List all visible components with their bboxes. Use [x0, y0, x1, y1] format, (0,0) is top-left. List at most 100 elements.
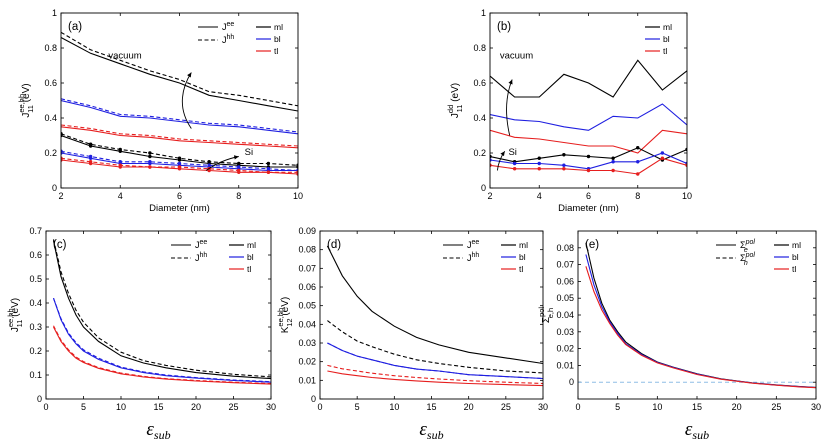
legend-label-tl: tl — [247, 264, 251, 274]
legend-label-bl: bl — [247, 252, 254, 262]
x-tick-label: 20 — [732, 402, 742, 412]
y-tick-label: 0.01 — [298, 375, 316, 385]
data-point — [660, 151, 665, 155]
data-point — [237, 161, 241, 166]
series-group — [326, 245, 543, 387]
series-line-tl — [327, 364, 543, 385]
legend-label-bl: bl — [663, 34, 670, 44]
data-point — [562, 163, 566, 167]
panel-label: (e) — [585, 239, 599, 251]
panel-label: (a) — [68, 21, 82, 33]
annotation-label: Si — [508, 147, 516, 158]
legend-label-tl: tl — [792, 264, 796, 274]
y-tick-label: 0.08 — [298, 245, 316, 255]
x-tick-label: 5 — [355, 402, 360, 412]
series-line-bl — [61, 99, 298, 135]
data-point — [207, 160, 211, 164]
data-point — [586, 154, 591, 159]
y-tick-label: 0.6 — [29, 250, 42, 260]
data-point — [148, 154, 152, 159]
y-tick-label: 0.06 — [298, 282, 316, 292]
y-tick-label: 0.02 — [556, 344, 574, 354]
series-line-bl — [327, 342, 543, 380]
series-line-ml — [61, 31, 298, 107]
y-tick-label: 0.6 — [44, 78, 57, 88]
legend-style-label: Jee — [222, 21, 234, 32]
y-axis-label: Jee,hh11 (eV) — [6, 298, 24, 332]
series-group — [490, 59, 687, 176]
series-line-bl — [52, 298, 271, 383]
series-line-bl — [327, 342, 543, 380]
data-point — [88, 160, 93, 164]
y-tick-label: 0.08 — [556, 243, 574, 253]
legend: ml bl tl Jee Jhh — [198, 21, 283, 56]
data-point — [237, 165, 241, 169]
x-tick-label: 30 — [811, 402, 821, 412]
series-line-tl — [585, 266, 816, 389]
x-tick-label: 0 — [575, 402, 580, 412]
y-tick-label: 0.2 — [473, 148, 486, 158]
y-tick-label: 1 — [52, 8, 57, 18]
x-tick-label: 6 — [586, 191, 591, 201]
y-tick-label: 0.04 — [298, 319, 316, 329]
y-tick-label: 0.02 — [298, 357, 316, 367]
legend-style-label: Σpol e — [740, 239, 755, 254]
plot-frame — [489, 12, 688, 189]
data-point — [118, 163, 122, 167]
y-tick-label: 0.05 — [298, 301, 316, 311]
legend-label-ml: ml — [792, 240, 801, 250]
series-line-tl — [53, 325, 271, 385]
x-tick-label: 10 — [682, 191, 692, 201]
data-point — [118, 147, 122, 152]
plot-frame — [319, 230, 544, 400]
series-line-ml — [52, 239, 271, 378]
legend-label-ml: ml — [274, 22, 283, 32]
y-tick-label: 0.4 — [29, 298, 42, 308]
legend-label-bl: bl — [519, 252, 526, 262]
legend: ml bl tl — [645, 22, 672, 56]
y-tick-label: 0.04 — [556, 310, 574, 320]
data-point — [562, 153, 566, 157]
series-line-tl — [327, 370, 543, 387]
y-tick-label: 0.06 — [556, 276, 574, 286]
y-tick-label: 0.03 — [298, 338, 316, 348]
x-tick-label: 10 — [116, 402, 126, 412]
plot-frame — [45, 230, 272, 400]
y-tick-label: 0 — [481, 183, 486, 193]
annotation-arrow — [181, 72, 192, 129]
y-tick-label: 0.2 — [29, 346, 42, 356]
legend-label-ml: ml — [663, 22, 672, 32]
series-line-bl — [490, 103, 687, 131]
data-point — [207, 163, 211, 167]
x-tick-label: 30 — [266, 402, 276, 412]
series-line-ml — [52, 240, 271, 380]
x-tick-label: 4 — [537, 191, 542, 201]
annotation-arrow — [506, 79, 513, 136]
data-point — [660, 156, 665, 160]
x-tick-label: 20 — [464, 402, 474, 412]
y-tick-label: 0.09 — [298, 226, 316, 236]
legend-label-ml: ml — [247, 240, 256, 250]
y-tick-label: 0.8 — [473, 43, 486, 53]
data-point — [266, 167, 271, 171]
data-point — [537, 167, 541, 171]
series-line-bl — [585, 254, 816, 389]
y-tick-label: 0 — [37, 394, 42, 404]
y-tick-label: 0.03 — [556, 327, 574, 337]
y-axis-label: Jee,hh11 (eV) — [17, 83, 35, 117]
annotation-label: Si — [245, 147, 253, 158]
series-line-ml — [490, 59, 687, 98]
x-tick-label: 0 — [43, 402, 48, 412]
legend-label-ml: ml — [519, 240, 528, 250]
x-axis-label: εsub — [419, 419, 443, 442]
data-point — [636, 172, 640, 176]
y-tick-label: 0 — [52, 183, 57, 193]
y-axis-label: Kee,hh12 (eV) — [276, 297, 294, 333]
panel-e: 0 5 10 15 20 25 30 0 0.01 0.02 0.03 0.04 0.05 0.06 0.0… — [537, 230, 821, 442]
series-group — [61, 31, 298, 176]
y-axis-label: Σpole,h — [537, 307, 555, 324]
data-point — [562, 167, 566, 171]
data-point — [148, 165, 152, 169]
legend-style-label: Σpol h — [740, 252, 755, 267]
